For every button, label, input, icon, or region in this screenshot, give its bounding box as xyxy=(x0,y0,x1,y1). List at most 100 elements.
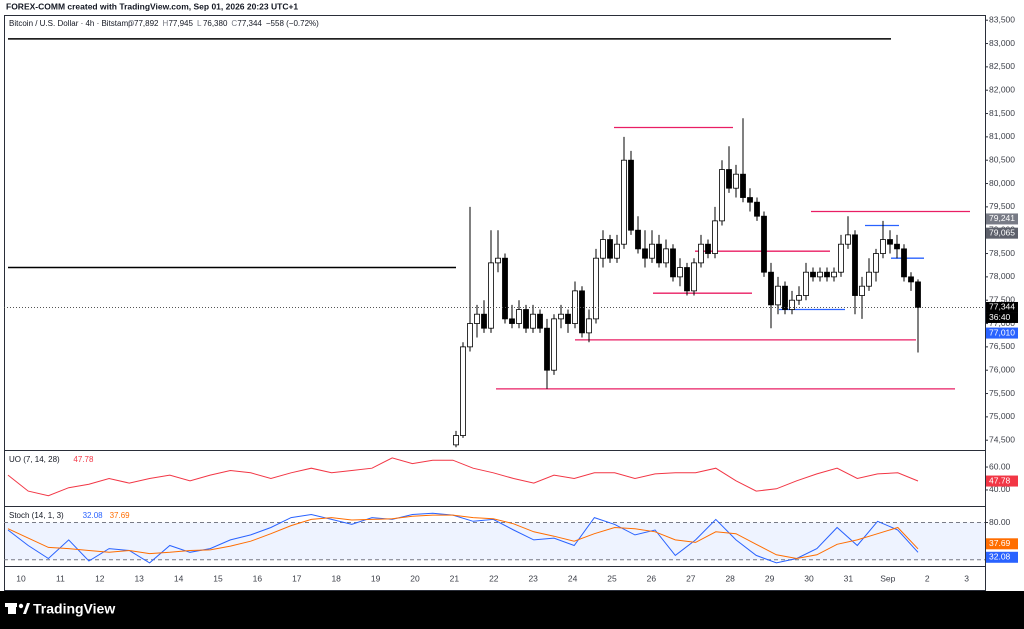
candle-body xyxy=(565,313,571,324)
candle-body xyxy=(733,173,739,189)
price-tag xyxy=(986,227,1018,239)
x-tick-label: 19 xyxy=(371,573,381,583)
candle-body xyxy=(726,169,732,189)
candle-body xyxy=(649,243,655,259)
x-tick-label: 21 xyxy=(450,573,460,583)
x-tick-label: 31 xyxy=(844,573,854,583)
candle-body xyxy=(803,271,809,296)
indicator-title: UO (7, 14, 28) xyxy=(9,455,60,464)
price-tag-label: 77,010 xyxy=(989,327,1015,337)
y-tick-label: 83,000 xyxy=(989,38,1015,48)
candle-body xyxy=(838,243,844,273)
x-tick-label: 15 xyxy=(213,573,223,583)
candle-body xyxy=(544,327,550,371)
candle-body xyxy=(495,257,501,264)
candle-body xyxy=(817,271,823,278)
y-tick-label: 76,000 xyxy=(989,364,1015,374)
x-tick-label: 18 xyxy=(331,573,341,583)
candle-body xyxy=(663,248,669,264)
y-tick-label: 75,500 xyxy=(989,388,1015,398)
symbol-title: Bitcoin / U.S. Dollar · 4h · Bitstamp xyxy=(9,19,133,28)
legend-key: C xyxy=(231,19,237,28)
y-tick-label: 75,000 xyxy=(989,411,1015,421)
legend-change: −558 (−0.72%) xyxy=(266,19,319,28)
value-tag xyxy=(986,538,1018,550)
y-tick-label: 40.00 xyxy=(989,484,1011,494)
candle-body xyxy=(635,229,641,250)
x-tick-label: 25 xyxy=(607,573,617,583)
indicator-line xyxy=(7,514,919,560)
candle-body xyxy=(782,285,788,310)
candle-body xyxy=(901,248,907,278)
candle-body xyxy=(579,290,585,334)
candle-body xyxy=(831,271,837,278)
y-tick-label: 82,500 xyxy=(989,61,1015,71)
x-tick-label: 12 xyxy=(95,573,105,583)
x-tick-label: 16 xyxy=(253,573,263,583)
legend-key: O xyxy=(128,19,134,28)
candle-body xyxy=(719,169,725,222)
x-tick-label: 29 xyxy=(765,573,775,583)
value-tag xyxy=(986,475,1018,487)
candle-body xyxy=(768,271,774,306)
indicator-value: 47.78 xyxy=(73,455,94,464)
candle-body xyxy=(684,267,690,292)
chart-background xyxy=(0,0,1024,591)
candle-body xyxy=(873,253,879,273)
footer-logo: TradingView xyxy=(33,601,115,617)
candle-body xyxy=(810,271,816,278)
legend-value: 77,344 xyxy=(237,19,262,28)
legend-value: 76,380 xyxy=(203,19,228,28)
candle-body xyxy=(586,318,592,334)
candle-body xyxy=(908,276,914,283)
x-tick-label: 28 xyxy=(725,573,735,583)
countdown-bg xyxy=(986,312,1018,323)
candle-body xyxy=(894,243,900,250)
indicator-line xyxy=(7,457,919,497)
countdown: 36:40 xyxy=(989,312,1011,322)
x-tick-label: 20 xyxy=(410,573,420,583)
legend-value: 77,945 xyxy=(168,19,193,28)
candle-body xyxy=(642,248,648,259)
price-tag-label: 79,065 xyxy=(989,227,1015,237)
value-tag-label: 37.69 xyxy=(989,538,1011,548)
y-tick-label: 77,500 xyxy=(989,294,1015,304)
candle-body xyxy=(467,323,473,348)
legend-key: H xyxy=(162,19,168,28)
price-tag xyxy=(986,301,1018,313)
value-tag xyxy=(986,551,1018,563)
candle-body xyxy=(488,262,494,329)
value-tag-label: 47.78 xyxy=(989,475,1011,485)
candle-body xyxy=(600,239,606,259)
value-tag-label: 32.08 xyxy=(989,552,1011,562)
y-tick-label: 76,500 xyxy=(989,341,1015,351)
y-tick-label: 80.00 xyxy=(989,517,1011,527)
candle-body xyxy=(789,299,795,310)
legend-key: L xyxy=(197,19,202,28)
candle-body xyxy=(460,346,466,436)
candle-body xyxy=(705,243,711,254)
y-tick-label: 83,500 xyxy=(989,14,1015,24)
y-tick-label: 80,500 xyxy=(989,154,1015,164)
candle-body xyxy=(761,215,767,273)
candle-body xyxy=(656,243,662,264)
x-tick-label: 14 xyxy=(174,573,184,583)
candle-body xyxy=(530,313,536,329)
y-tick-label: 60.00 xyxy=(989,461,1011,471)
legend-value: 77,892 xyxy=(134,19,159,28)
candle-body xyxy=(516,309,522,324)
candle-body xyxy=(852,234,858,296)
candle-body xyxy=(614,243,620,259)
candle-body xyxy=(551,318,557,371)
watermark-header: FOREX-COMM created with TradingView.com,… xyxy=(6,1,298,11)
candle-body xyxy=(740,173,746,198)
band-fill xyxy=(5,522,985,560)
y-tick-label: 74,500 xyxy=(989,434,1015,444)
candle-body xyxy=(453,435,459,446)
x-tick-label: Sep xyxy=(880,573,895,583)
indicator-title: Stoch (14, 1, 3) xyxy=(9,511,64,520)
candle-body xyxy=(866,271,872,287)
candle-body xyxy=(593,257,599,320)
